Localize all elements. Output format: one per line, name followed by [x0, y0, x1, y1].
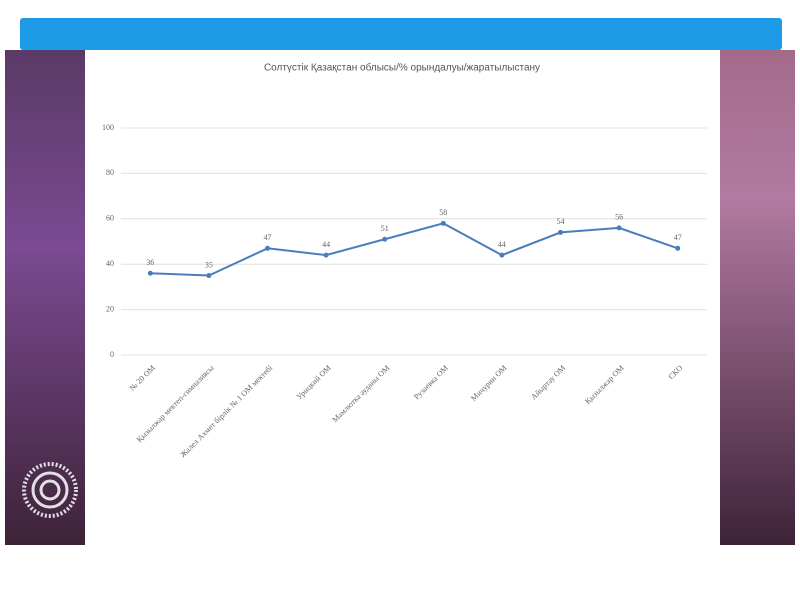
data-point — [440, 220, 446, 226]
prezi-logo: Prezi — [22, 462, 151, 518]
data-point — [558, 229, 563, 235]
data-label: 51 — [381, 224, 389, 233]
y-tick-label: 60 — [106, 214, 114, 223]
data-point — [323, 252, 329, 258]
chart-title: Солтүстік Қазақстан облысы/% орындалуы/ж… — [264, 62, 540, 74]
logo-text: Prezi — [84, 474, 151, 505]
data-point — [147, 270, 153, 276]
data-label: 35 — [205, 260, 213, 269]
data-point — [499, 252, 505, 258]
data-point — [206, 273, 212, 279]
right-panel — [720, 50, 795, 545]
top-bar — [20, 18, 782, 50]
data-point — [675, 245, 681, 251]
data-line — [150, 222, 679, 277]
data-label: 56 — [615, 213, 623, 222]
data-label: 54 — [557, 217, 565, 226]
data-label: 47 — [264, 233, 272, 242]
logo-ring — [39, 479, 61, 501]
data-label: 44 — [322, 240, 330, 249]
data-point — [616, 225, 622, 231]
logo-ring — [31, 471, 69, 509]
data-label: 47 — [674, 233, 682, 242]
y-tick-label: 40 — [106, 259, 114, 268]
y-tick-label: 100 — [102, 123, 114, 132]
data-point — [265, 245, 270, 251]
y-tick-label: 80 — [106, 168, 114, 177]
y-tick-label: 0 — [110, 350, 114, 359]
y-tick-label: 20 — [106, 304, 114, 313]
chart-area — [85, 50, 720, 545]
data-label: 44 — [498, 240, 506, 249]
data-label: 36 — [146, 258, 154, 267]
data-point — [382, 236, 388, 242]
left-panel — [5, 50, 85, 545]
logo-ring — [22, 462, 78, 518]
data-label: 58 — [439, 208, 447, 217]
